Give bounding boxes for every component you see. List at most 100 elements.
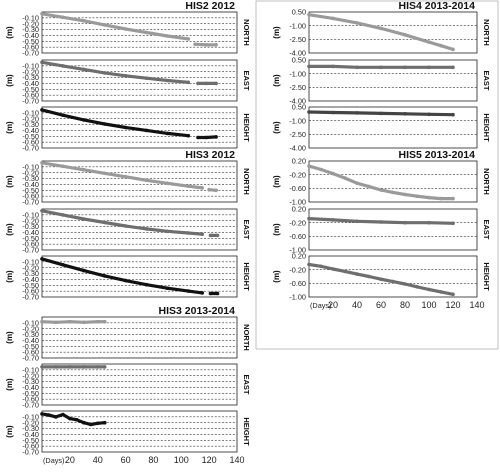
data-point bbox=[82, 168, 86, 172]
x-tick-label: 100 bbox=[174, 455, 189, 465]
y-tick-label: -0.30 bbox=[22, 377, 39, 386]
y-tick-label: -0.50 bbox=[22, 436, 39, 445]
y-tick-label: 0.20 bbox=[292, 205, 306, 214]
data-point bbox=[186, 37, 191, 41]
data-point bbox=[214, 81, 218, 86]
plot-frame bbox=[308, 208, 478, 251]
y-tick-label: -0.20 bbox=[289, 218, 306, 227]
panel-height: -0.10-0.20-0.30-0.40-0.50-0.60-0.70 (m) HE… bbox=[5, 410, 251, 457]
data-point bbox=[123, 175, 128, 179]
y-tick-label: -0.10 bbox=[22, 13, 39, 22]
x-tick-label: 120 bbox=[202, 455, 217, 465]
y-tick-label: -0.50 bbox=[22, 186, 39, 195]
x-tick-label: 140 bbox=[229, 455, 244, 465]
panel-north: -0.10-0.20-0.30-0.40-0.50-0.60-0.70 (m) NO… bbox=[5, 160, 251, 207]
data-point bbox=[355, 111, 359, 115]
chart-2: HIS3 2013-2014-0.10-0.20-0.30-0.40-0.50-… bbox=[5, 305, 251, 465]
data-point bbox=[68, 365, 72, 369]
data-point bbox=[367, 274, 371, 279]
data-point bbox=[355, 181, 359, 185]
x-axis: (Days)20 40 60 80 100 120 140 bbox=[310, 300, 485, 310]
data-point bbox=[123, 278, 128, 283]
data-point bbox=[215, 233, 220, 238]
y-tick-label: -0.20 bbox=[22, 19, 39, 28]
y-axis-label: (m) bbox=[272, 74, 281, 87]
data-point bbox=[144, 128, 149, 133]
y-tick-label: -0.20 bbox=[22, 324, 39, 333]
x-tick-label: 140 bbox=[469, 300, 484, 310]
data-point bbox=[208, 291, 213, 296]
data-point bbox=[61, 113, 65, 117]
data-point bbox=[451, 112, 455, 117]
data-point bbox=[95, 421, 100, 426]
data-point bbox=[82, 365, 86, 369]
component-label: EAST bbox=[482, 219, 491, 239]
y-axis-label: (m) bbox=[5, 378, 14, 391]
panel-east: 0.50 -1.00 -2.50 -4.00 (m) EAST bbox=[272, 56, 491, 106]
y-tick-label: -0.30 bbox=[22, 424, 39, 433]
y-tick-label: -0.10 bbox=[22, 108, 39, 117]
component-label: NORTH bbox=[482, 168, 491, 195]
data-point bbox=[61, 64, 65, 68]
y-axis-label: (m) bbox=[272, 270, 281, 283]
data-point bbox=[403, 192, 407, 197]
data-point bbox=[102, 274, 107, 278]
data-point bbox=[89, 422, 93, 427]
y-tick-label: -0.70 bbox=[22, 49, 39, 58]
data-point bbox=[307, 12, 311, 17]
chart-title: HIS4 2013-2014 bbox=[399, 0, 476, 12]
data-point bbox=[204, 135, 209, 140]
data-point bbox=[451, 292, 455, 297]
x-axis-label: (Days) bbox=[43, 456, 65, 465]
y-tick-label: -0.60 bbox=[22, 348, 39, 357]
y-tick-label: -0.40 bbox=[22, 126, 39, 135]
y-axis-label: (m) bbox=[5, 223, 14, 236]
data-point bbox=[439, 196, 443, 201]
panel-height: -0.10-0.20-0.30-0.40-0.50-0.60-0.70 (m) HE… bbox=[5, 106, 251, 153]
y-tick-label: -0.30 bbox=[22, 174, 39, 183]
data-series-trace bbox=[40, 320, 107, 324]
data-point bbox=[40, 161, 44, 165]
data-point bbox=[451, 221, 455, 226]
y-axis-label: (m) bbox=[5, 270, 14, 283]
data-series-trace bbox=[307, 13, 455, 52]
y-tick-label: -0.10 bbox=[22, 412, 39, 421]
component-label: NORTH bbox=[482, 19, 491, 46]
y-tick-label: -0.20 bbox=[22, 114, 39, 123]
data-series-trace bbox=[40, 108, 190, 138]
y-tick-label: -0.30 bbox=[22, 269, 39, 278]
data-point bbox=[102, 23, 107, 27]
chart-3: HIS4 2013-2014 0.50 -1.00 -2.50 -4.00 (m) NORT… bbox=[272, 0, 491, 153]
y-tick-label: -1.00 bbox=[289, 116, 306, 125]
y-tick-label: 0.20 bbox=[292, 252, 306, 261]
data-point bbox=[102, 122, 107, 126]
y-axis-label: (m) bbox=[5, 425, 14, 438]
component-label: HEIGHT bbox=[242, 262, 251, 291]
chart-title: HIS2 2012 bbox=[185, 0, 235, 12]
data-point bbox=[61, 213, 65, 217]
data-point bbox=[403, 33, 407, 37]
data-point bbox=[186, 184, 191, 188]
data-point bbox=[451, 47, 455, 52]
data-point bbox=[186, 289, 191, 293]
data-point bbox=[82, 118, 86, 122]
y-tick-label: 0.50 bbox=[292, 56, 306, 65]
y-tick-label: -0.60 bbox=[289, 279, 306, 288]
x-tick-label: 80 bbox=[400, 300, 410, 310]
y-tick-label: -0.60 bbox=[289, 184, 306, 193]
component-label: HEIGHT bbox=[242, 113, 251, 142]
y-tick-label: -0.40 bbox=[22, 275, 39, 284]
data-point bbox=[331, 267, 335, 271]
data-point bbox=[82, 217, 86, 221]
y-tick-label: -0.40 bbox=[22, 430, 39, 439]
data-point bbox=[47, 413, 51, 417]
data-point bbox=[54, 415, 58, 419]
y-axis-label: (m) bbox=[272, 121, 281, 134]
data-point bbox=[439, 43, 443, 48]
data-point bbox=[193, 42, 197, 46]
panel-north: -0.10-0.20-0.30-0.40-0.50-0.60-0.70 (m) NO… bbox=[5, 316, 251, 363]
y-tick-label: -0.10 bbox=[22, 61, 39, 70]
y-axis-label: (m) bbox=[272, 26, 281, 39]
y-tick-label: -0.10 bbox=[22, 318, 39, 327]
data-point bbox=[186, 231, 191, 235]
